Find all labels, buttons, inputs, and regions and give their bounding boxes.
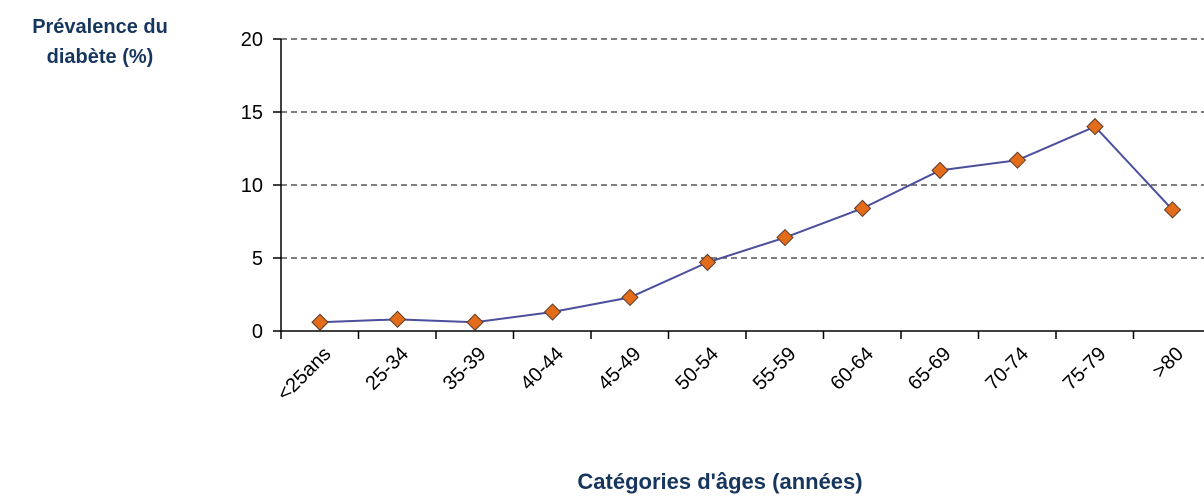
x-tick-label: 75-79 [1059,343,1111,395]
y-tick-label: 0 [252,321,263,343]
x-tick-label: 25-34 [361,343,413,395]
data-point-marker [543,303,562,321]
y-axis-title-line-2: diabète (%) [47,46,154,68]
data-point-marker [853,199,872,218]
y-tick-label: 5 [252,248,263,270]
gridlines [281,38,1204,259]
x-axis-title: Catégories d'âges (années) [577,469,862,494]
data-point-marker [1008,151,1027,169]
data-point-marker [1163,201,1182,219]
x-tick-label: 35-39 [439,343,491,395]
x-tick-label: 40-44 [516,343,568,395]
y-tick-label: 20 [241,29,263,51]
x-tick-label: 60-64 [826,343,878,395]
data-point-marker [466,313,484,331]
data-point-marker [388,310,407,329]
data-point-marker [698,253,717,272]
x-tick-label: 55-59 [749,343,801,395]
x-tick-label: 50-54 [671,343,723,395]
y-tick-label: 15 [241,102,263,124]
x-tick-label: 70-74 [981,343,1033,395]
markers [311,117,1182,331]
x-tick-label: >80 [1148,343,1188,383]
data-point-marker [621,288,639,307]
x-tick-label: <25ans [273,343,335,405]
data-point-marker [931,161,949,180]
x-ticks: <25ans 25-34 35-39 40-44 45-49 50-54 55-59 60-6… [273,331,1188,405]
series-line [319,125,1174,324]
data-point-marker [1086,117,1104,136]
data-point-marker [776,228,794,247]
y-ticks: 0 5 10 15 20 [241,29,281,343]
series [319,125,1174,324]
y-axis-title: Prévalence du diabète (%) [32,16,168,68]
y-tick-label: 10 [241,175,263,197]
y-axis-title-line-1: Prévalence du [32,16,168,38]
x-tick-label: 45-49 [594,343,646,395]
x-tick-label: 65-69 [904,343,956,395]
data-point-marker [311,313,329,331]
